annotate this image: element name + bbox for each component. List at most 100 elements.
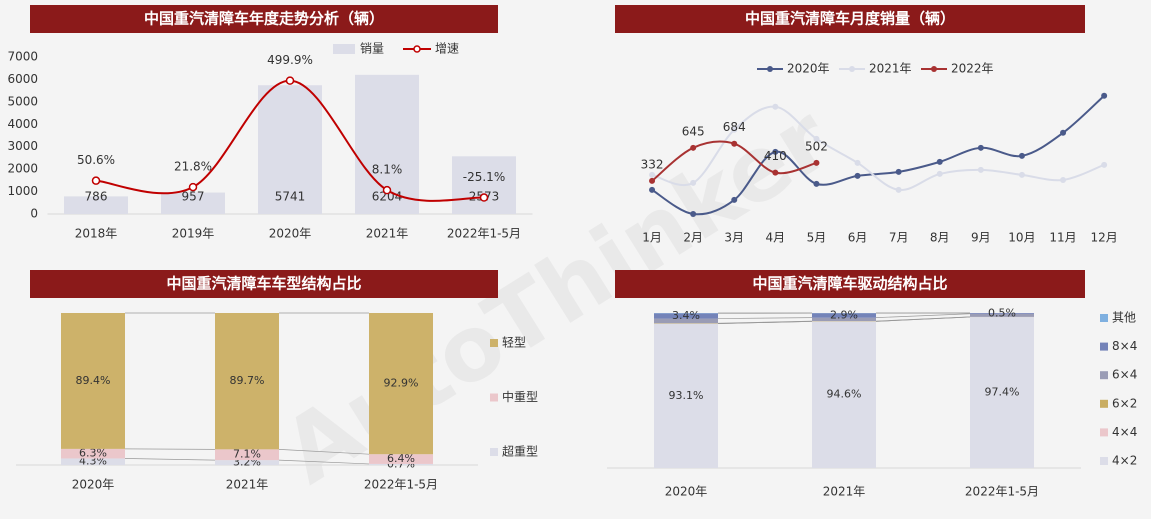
data-label: 93.1% bbox=[669, 389, 704, 402]
x-tick-label: 2022年1-5月 bbox=[447, 227, 521, 241]
legend-label: 6×4 bbox=[1112, 368, 1137, 382]
point bbox=[91, 176, 101, 185]
y-tick-label: 3000 bbox=[7, 139, 38, 153]
legend-swatch bbox=[1100, 457, 1108, 465]
x-tick-label: 7月 bbox=[889, 231, 909, 245]
bar-segment bbox=[215, 460, 279, 465]
data-label: 684 bbox=[723, 120, 746, 134]
bar-segment bbox=[812, 317, 876, 322]
point bbox=[1018, 171, 1025, 178]
y-tick-label: 2000 bbox=[7, 162, 38, 176]
data-label: 645 bbox=[682, 124, 705, 138]
connector bbox=[278, 448, 370, 455]
point bbox=[1018, 152, 1025, 159]
point bbox=[649, 177, 656, 184]
point bbox=[690, 144, 697, 151]
bar-segment bbox=[970, 313, 1034, 314]
chart-title: 中国重汽清障车驱动结构占比 bbox=[752, 275, 947, 293]
y-tick-label: 5000 bbox=[7, 94, 38, 108]
point bbox=[854, 172, 861, 179]
legend-swatch bbox=[333, 44, 355, 54]
legend-marker bbox=[931, 66, 937, 72]
chart-title: 中国重汽清障车车型结构占比 bbox=[166, 275, 361, 293]
y-tick-label: 4000 bbox=[7, 117, 38, 131]
bar-segment bbox=[215, 313, 279, 450]
connector bbox=[875, 313, 971, 318]
bar bbox=[258, 85, 322, 214]
legend-label: 销量 bbox=[360, 42, 384, 56]
point bbox=[895, 186, 902, 193]
bar-segment bbox=[970, 317, 1034, 468]
bar-segment bbox=[654, 318, 718, 324]
legend-swatch bbox=[1100, 399, 1108, 408]
x-tick-label: 8月 bbox=[930, 231, 950, 245]
data-label: 89.7% bbox=[230, 374, 265, 387]
connector bbox=[717, 320, 813, 324]
bar-segment bbox=[369, 313, 433, 455]
connector bbox=[124, 458, 216, 461]
data-label: 92.9% bbox=[384, 377, 419, 390]
title-banner bbox=[30, 270, 498, 298]
legend-swatch bbox=[1100, 371, 1108, 380]
y-tick-label: 6000 bbox=[7, 72, 38, 86]
x-tick-label: 2020年 bbox=[665, 485, 708, 499]
data-label: 7.1% bbox=[233, 448, 261, 461]
data-label: 3.4% bbox=[672, 309, 700, 322]
point bbox=[649, 186, 656, 193]
point bbox=[731, 196, 738, 203]
y-tick-label: 7000 bbox=[7, 50, 38, 64]
point bbox=[731, 126, 738, 133]
data-label: 8.1% bbox=[372, 163, 403, 177]
x-tick-label: 9月 bbox=[971, 231, 991, 245]
x-tick-label: 3月 bbox=[724, 231, 744, 245]
bar-segment bbox=[61, 313, 125, 449]
title-banner bbox=[615, 270, 1085, 298]
point bbox=[895, 168, 902, 175]
point bbox=[772, 169, 779, 176]
data-label: 957 bbox=[182, 190, 205, 204]
bar-segment bbox=[812, 321, 876, 468]
data-label: 410 bbox=[764, 149, 787, 163]
legend-swatch bbox=[1100, 428, 1108, 437]
point bbox=[936, 170, 943, 177]
point bbox=[1101, 161, 1108, 168]
x-tick-label: 2022年1-5月 bbox=[965, 485, 1039, 499]
point bbox=[813, 159, 820, 166]
data-label: -25.1% bbox=[463, 170, 505, 184]
x-tick-label: 11月 bbox=[1049, 231, 1076, 245]
legend-label: 8×4 bbox=[1112, 339, 1137, 353]
point bbox=[977, 166, 984, 173]
connector bbox=[717, 317, 813, 319]
legend-swatch bbox=[490, 339, 498, 347]
legend-swatch bbox=[1100, 314, 1108, 322]
legend-swatch bbox=[490, 448, 498, 456]
connector bbox=[278, 459, 370, 465]
data-label: 499.9% bbox=[267, 53, 313, 67]
legend-label: 2020年 bbox=[787, 62, 830, 76]
legend-label: 6×2 bbox=[1112, 396, 1137, 410]
legend-swatch bbox=[490, 393, 498, 402]
x-tick-label: 10月 bbox=[1008, 231, 1035, 245]
legend-marker bbox=[413, 45, 421, 53]
title-banner bbox=[615, 5, 1085, 33]
point bbox=[479, 193, 489, 202]
data-label: 50.6% bbox=[77, 153, 115, 167]
x-tick-label: 2020年 bbox=[269, 227, 312, 241]
point bbox=[690, 210, 697, 217]
point bbox=[936, 158, 943, 165]
bar-segment bbox=[970, 313, 1034, 317]
data-label: 6.3% bbox=[79, 447, 107, 460]
bar-segment bbox=[654, 323, 718, 468]
point bbox=[690, 179, 697, 186]
x-tick-label: 2018年 bbox=[75, 227, 118, 241]
x-tick-label: 1月 bbox=[642, 231, 662, 245]
legend-swatch bbox=[1100, 342, 1108, 351]
data-label: 2.9% bbox=[830, 308, 858, 321]
x-tick-label: 6月 bbox=[848, 231, 868, 245]
data-label: 5741 bbox=[275, 190, 306, 204]
data-label: 786 bbox=[85, 190, 108, 204]
point bbox=[977, 144, 984, 151]
connector bbox=[875, 316, 971, 322]
point bbox=[772, 148, 779, 155]
legend-marker bbox=[767, 66, 773, 72]
